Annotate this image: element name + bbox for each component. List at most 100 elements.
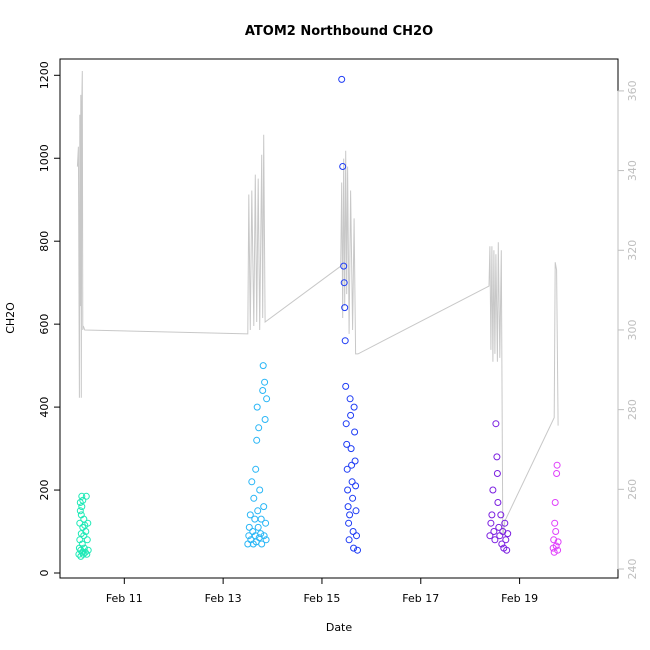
data-point [254,507,262,515]
data-point [344,486,352,494]
data-point [489,486,497,494]
data-point [82,528,90,535]
data-point [488,511,496,519]
data-point [352,482,360,490]
x-tick-label: Feb 17 [402,592,439,605]
x-axis: Feb 11 Feb 13 Feb 15 Feb 17 Feb 19 [106,578,538,605]
data-point [260,532,268,540]
data-point [248,478,256,486]
data-point [354,546,361,554]
data-point [257,530,265,538]
x-axis-label: Date [326,621,353,634]
chart-title: ATOM2 Northbound CH2O [245,24,433,39]
x-tick-label: Feb 11 [106,592,143,605]
points-layer [75,75,562,560]
data-point [83,536,91,544]
data-point [552,542,560,550]
data-point [340,262,348,270]
y-tick-label: 0 [38,570,51,577]
right-tick-label: 320 [626,240,639,261]
data-point [348,478,356,486]
data-point [490,528,498,535]
y-tick-label: 600 [38,314,51,335]
data-point [351,457,359,465]
data-point [347,445,355,453]
data-point [351,428,359,436]
data-point [253,436,261,444]
data-point [502,536,510,544]
data-point [257,515,265,523]
y-tick-label: 800 [38,231,51,252]
data-point [338,75,346,83]
data-point [353,532,360,540]
data-point [253,403,261,411]
data-point [251,515,259,523]
data-point [342,420,350,428]
data-point [550,548,558,556]
right-tick-label: 360 [626,80,639,101]
data-point [80,544,88,552]
data-point [80,532,88,540]
data-point [487,519,495,527]
data-point [340,279,348,287]
data-point [250,494,258,502]
data-point [497,511,505,519]
overlay-line [76,70,559,538]
data-point [343,465,351,473]
data-point [352,507,360,515]
data-point [344,503,352,511]
right-tick-label: 340 [626,160,639,181]
data-point [553,461,561,469]
data-point [79,496,87,504]
data-point [339,163,347,170]
data-point [261,378,269,386]
y-tick-label: 400 [38,397,51,418]
data-point [501,519,509,527]
right-tick-label: 240 [626,559,639,580]
data-point [255,424,263,432]
data-point [345,519,353,527]
x-tick-label: Feb 19 [501,592,538,605]
data-point [341,304,349,312]
right-tick-label: 260 [626,479,639,500]
y-axis: 0 200 400 600 800 1000 1200 [38,61,60,577]
data-point [486,532,494,540]
data-point [345,536,353,544]
data-point [78,540,86,548]
data-point [84,546,92,554]
data-point [259,387,267,394]
right-y-axis: 240 260 280 300 320 340 360 [617,80,639,580]
data-point [254,523,262,531]
right-tick-label: 300 [626,319,639,340]
data-point [256,486,264,494]
data-point [78,492,86,500]
data-point [348,461,356,469]
data-point [343,440,351,448]
data-point [246,511,254,519]
y-axis-label: CH2O [4,302,17,334]
data-point [84,519,92,527]
overlay-line-layer [76,70,559,538]
data-point [342,382,350,390]
data-point [76,507,84,515]
data-point [245,523,253,531]
data-point [498,540,506,548]
data-point [341,337,349,345]
data-point [504,530,512,538]
data-point [494,499,502,506]
y-tick-label: 1000 [38,144,51,172]
data-point [550,536,558,544]
data-point [261,416,269,423]
data-point [551,519,559,527]
data-point [493,470,501,477]
data-point [258,540,266,548]
data-point [346,511,354,519]
data-point [260,503,268,511]
data-point [496,532,504,540]
data-point [503,546,511,554]
data-point [552,528,560,535]
data-point [349,494,357,502]
data-point [492,420,500,428]
data-point [349,528,357,535]
